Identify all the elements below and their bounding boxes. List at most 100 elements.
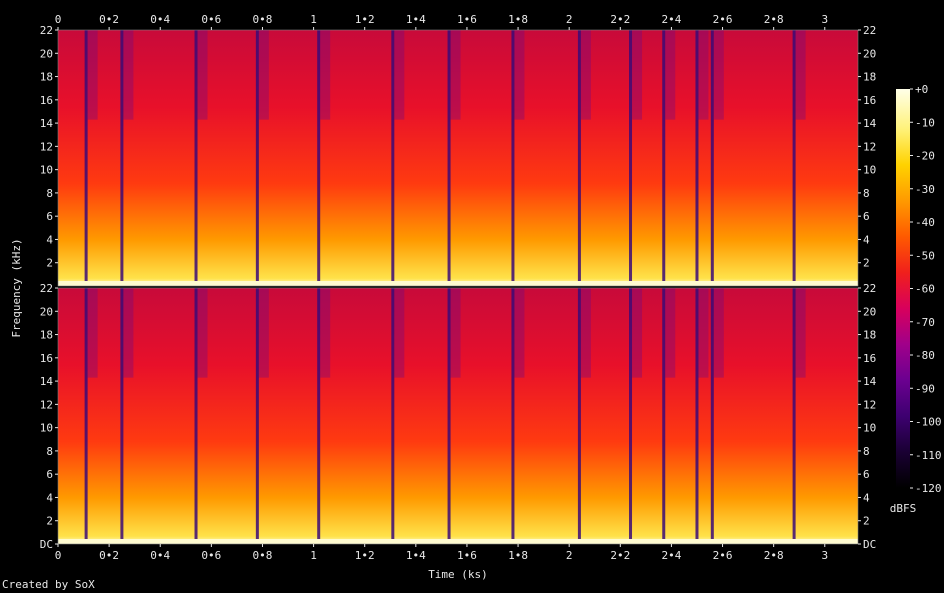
y-tick-label: 20 <box>40 47 53 60</box>
colorbar-tick-label: -30 <box>915 183 935 196</box>
y-tick-label-right: 8 <box>863 187 870 200</box>
segment-boundary <box>629 30 633 286</box>
segment-boundary <box>511 30 515 286</box>
channel-panel-2 <box>58 288 858 544</box>
dc-band <box>58 539 858 544</box>
quiet-band <box>580 288 591 378</box>
quiet-band <box>665 30 676 120</box>
quiet-band <box>514 288 525 378</box>
y-tick-label-right: 20 <box>863 47 876 60</box>
y-tick-label-right: 16 <box>863 352 876 365</box>
y-tick-label-right: 2 <box>863 515 870 528</box>
segment-boundary <box>792 288 796 544</box>
x-tick-label-top: 2 <box>566 13 573 26</box>
colorbar-tick-label: -80 <box>915 349 935 362</box>
y-tick-label-right: 6 <box>863 210 870 223</box>
spectrogram-area <box>58 288 858 544</box>
x-tick-label: 2 <box>566 549 573 562</box>
x-tick-label-top: 1•4 <box>406 13 426 26</box>
quiet-band <box>450 30 461 120</box>
y-tick-label: 6 <box>46 210 53 223</box>
y-tick-label-right: 18 <box>863 329 876 342</box>
colorbar-tick-label: -120 <box>915 482 942 495</box>
x-tick-label-top: 1 <box>310 13 317 26</box>
x-tick-label-top: 0•8 <box>253 13 273 26</box>
segment-boundary <box>194 288 198 544</box>
y-tick-label: 14 <box>40 117 54 130</box>
quiet-band <box>123 288 134 378</box>
y-tick-label-right: 10 <box>863 422 876 435</box>
x-tick-label: 0 <box>55 549 62 562</box>
x-tick-label: 3 <box>821 549 828 562</box>
dc-band <box>58 281 858 286</box>
y-tick-label: 2 <box>46 257 53 270</box>
x-tick-label-top: 1•6 <box>457 13 477 26</box>
y-tick-label-right: 8 <box>863 445 870 458</box>
y-tick-label: 16 <box>40 94 53 107</box>
y-tick-label: 4 <box>46 491 53 504</box>
y-tick-label-right: 22 <box>863 282 876 295</box>
x-tick-label: 0•8 <box>253 549 273 562</box>
colorbar-tick-label: -70 <box>915 316 935 329</box>
colorbar-tick-label: -90 <box>915 382 935 395</box>
segment-boundary <box>792 30 796 286</box>
y-tick-label-right: 18 <box>863 71 876 84</box>
x-tick-label: 2•6 <box>713 549 733 562</box>
quiet-band <box>580 30 591 120</box>
y-tick-label-right: 4 <box>863 491 870 504</box>
y-tick-label: 12 <box>40 140 53 153</box>
y-tick-label: 8 <box>46 187 53 200</box>
x-tick-label: 2•8 <box>764 549 784 562</box>
quiet-band <box>713 30 724 120</box>
credit-text: Created by SoX <box>2 578 95 591</box>
y-axis-label: Frequency (kHz) <box>10 238 23 337</box>
y-tick-label: 14 <box>40 375 54 388</box>
x-tick-label: 1•2 <box>355 549 375 562</box>
x-tick-label: 0•2 <box>99 549 119 562</box>
quiet-band <box>394 288 405 378</box>
y-tick-label-right: 22 <box>863 24 876 37</box>
segment-boundary <box>662 30 666 286</box>
channel-panel-1 <box>58 30 858 286</box>
segment-boundary <box>695 288 699 544</box>
quiet-band <box>320 288 331 378</box>
quiet-band <box>795 30 806 120</box>
x-tick-label-top: 0•2 <box>99 13 119 26</box>
y-tick-label: DC <box>40 538 53 551</box>
x-tick-label: 1•4 <box>406 549 426 562</box>
quiet-band <box>87 288 98 378</box>
segment-boundary <box>577 288 581 544</box>
quiet-band <box>258 288 269 378</box>
x-axis-label: Time (ks) <box>428 568 488 581</box>
y-tick-label: 18 <box>40 71 53 84</box>
panel-frame <box>57 287 859 545</box>
y-tick-label-right: 6 <box>863 468 870 481</box>
x-tick-label-top: 1•8 <box>508 13 528 26</box>
y-tick-label: 20 <box>40 305 53 318</box>
segment-boundary <box>194 30 198 286</box>
x-tick-label-top: 3 <box>821 13 828 26</box>
y-tick-label: 22 <box>40 282 53 295</box>
y-tick-label: 10 <box>40 422 53 435</box>
segment-boundary <box>391 288 395 544</box>
segment-boundary <box>84 30 88 286</box>
colorbar-tick-label: -50 <box>915 249 935 262</box>
colorbar-tick-label: -20 <box>915 150 935 163</box>
segment-boundary <box>577 30 581 286</box>
spectrogram-area <box>58 30 858 286</box>
x-tick-label-top: 1•2 <box>355 13 375 26</box>
segment-boundary <box>447 30 451 286</box>
colorbar-label: dBFS <box>890 502 917 515</box>
y-tick-label: 12 <box>40 398 53 411</box>
segment-boundary <box>317 288 321 544</box>
quiet-band <box>665 288 676 378</box>
x-tick-label-top: 2•2 <box>610 13 630 26</box>
segment-boundary <box>662 288 666 544</box>
quiet-band <box>698 288 709 378</box>
y-tick-label-right: 12 <box>863 140 876 153</box>
colorbar-tick-label: -40 <box>915 216 935 229</box>
segment-boundary <box>120 30 124 286</box>
quiet-band <box>320 30 331 120</box>
segment-boundary <box>710 30 714 286</box>
segment-boundary <box>695 30 699 286</box>
